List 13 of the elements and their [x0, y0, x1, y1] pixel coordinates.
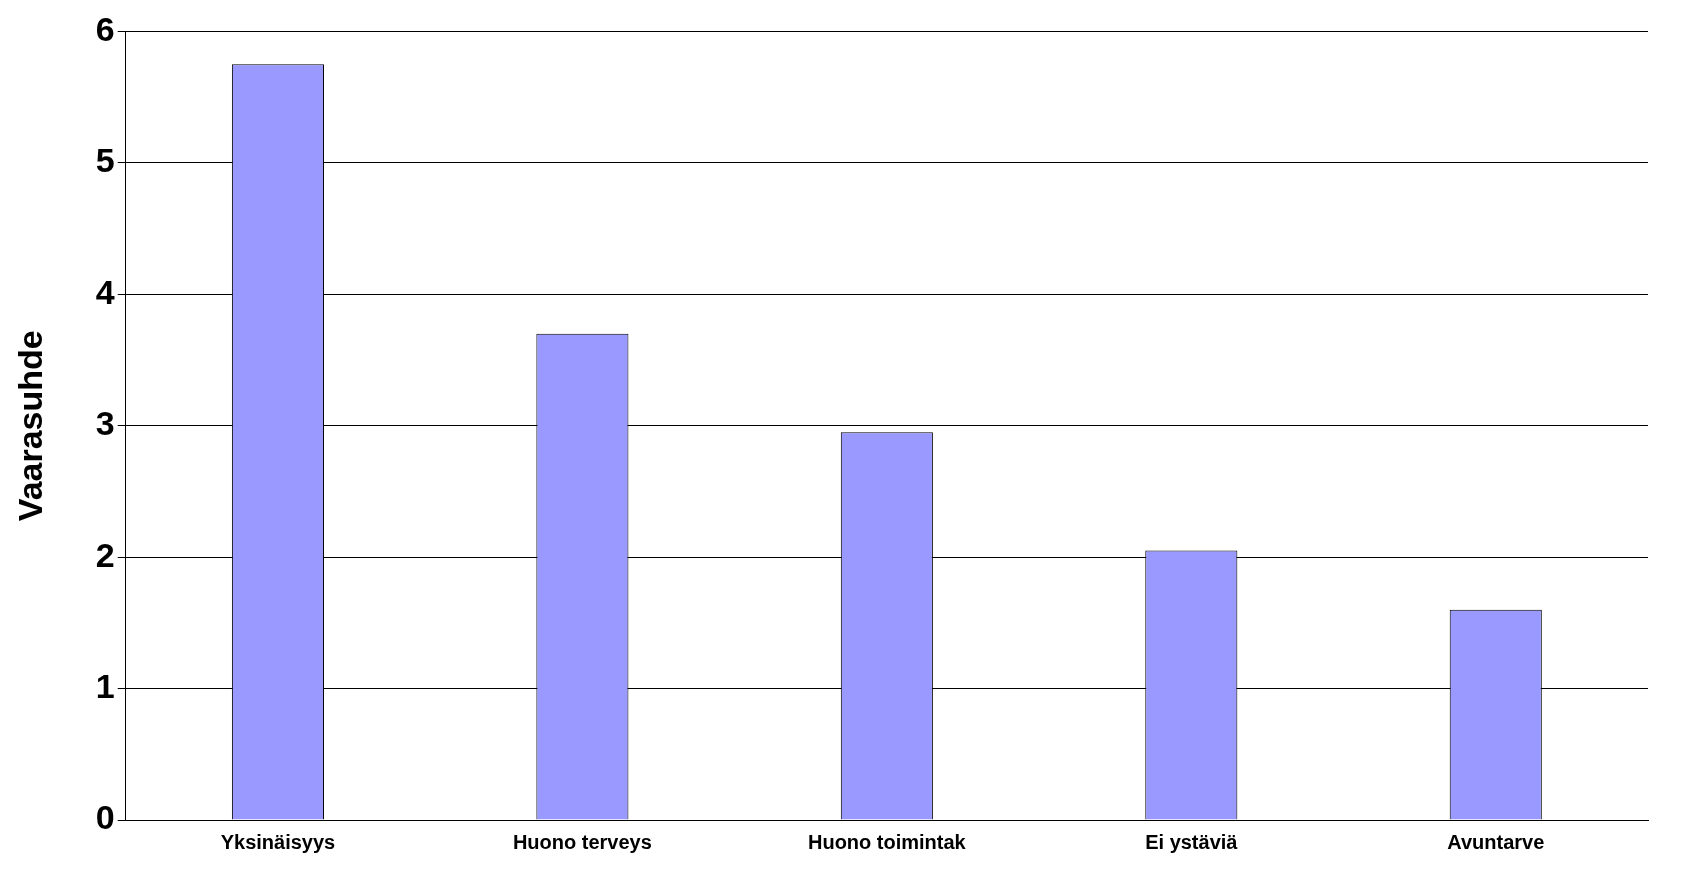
y-tick-label: 6: [95, 9, 115, 48]
x-tick-label: Huono toimintak: [807, 830, 967, 853]
y-tick-label: 5: [95, 141, 115, 180]
x-tick-label: Huono terveys: [512, 830, 652, 853]
y-tick-label: 1: [95, 666, 115, 705]
x-tick-label: Avuntarve: [1447, 830, 1545, 853]
y-tick-label: 3: [95, 404, 115, 443]
y-tick-label: 0: [95, 798, 115, 837]
x-tick-label: Yksinäisyys: [220, 830, 336, 853]
y-tick-label: 2: [95, 535, 115, 574]
y-tick-label: 4: [95, 272, 115, 311]
y-axis-title: Vaarasuhde: [10, 330, 49, 522]
x-tick-label: Ei ystäviä: [1145, 830, 1239, 853]
